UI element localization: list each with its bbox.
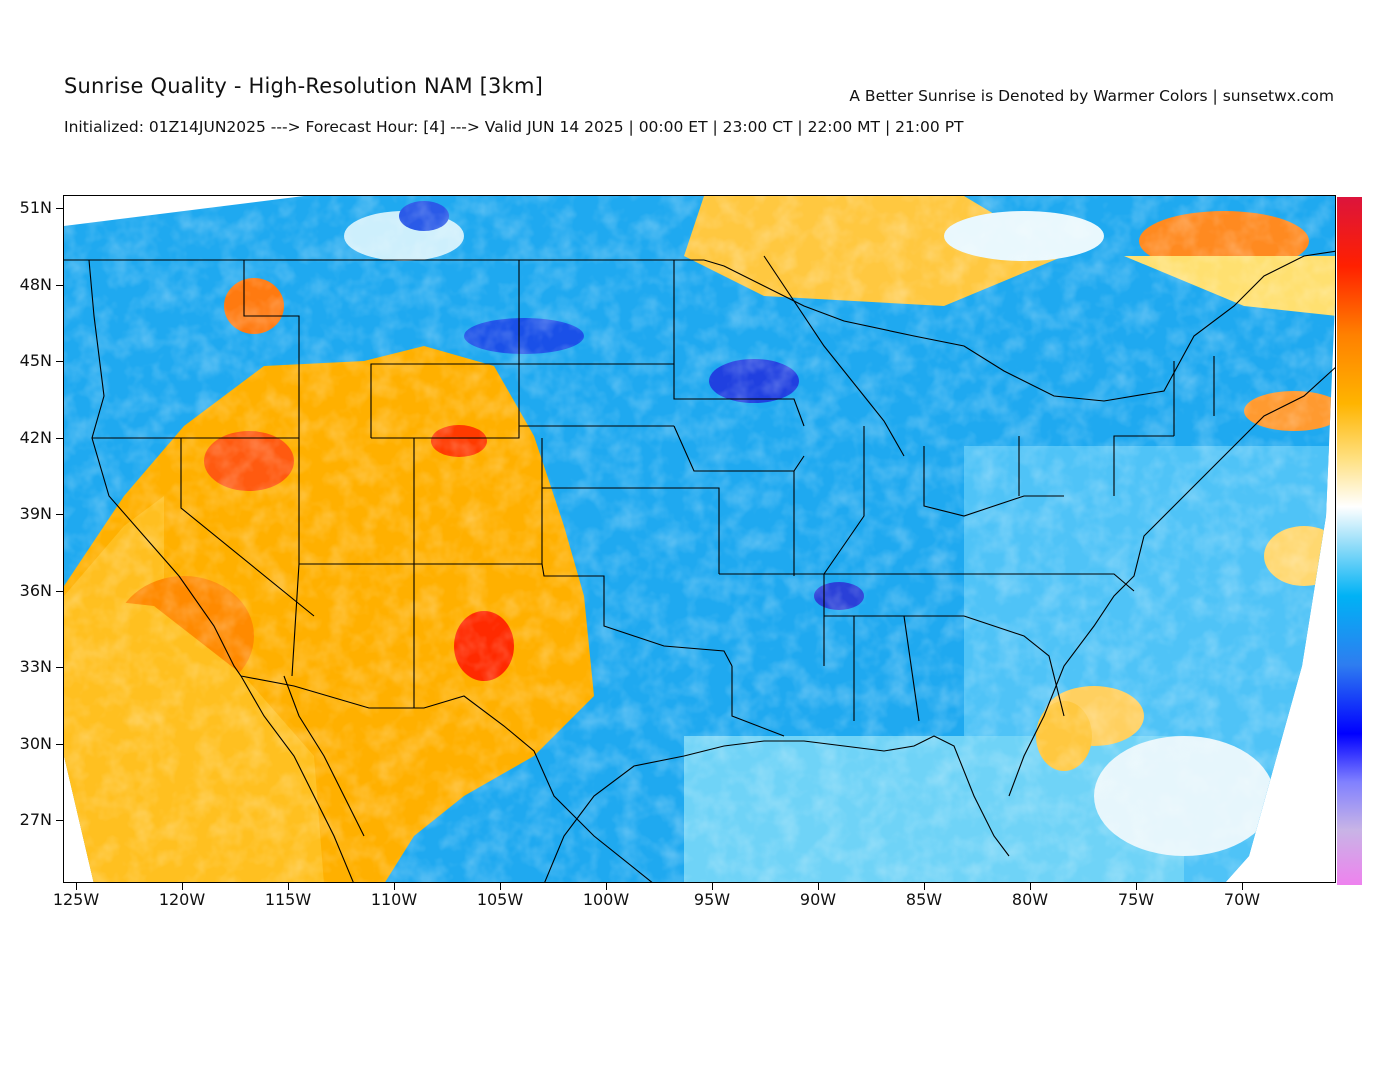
- lon-tick-label: 95W: [693, 890, 731, 909]
- lat-tick-mark: [56, 667, 63, 669]
- lat-tick-label: 51N: [19, 198, 52, 217]
- lat-tick-mark: [56, 820, 63, 822]
- chart-subtitle-right: A Better Sunrise is Denoted by Warmer Co…: [849, 87, 1334, 105]
- lon-tick-mark: [606, 883, 608, 890]
- lon-tick-label: 115W: [264, 890, 312, 909]
- lon-tick-label: 80W: [1011, 890, 1049, 909]
- lon-tick-mark: [818, 883, 820, 890]
- lon-tick-mark: [288, 883, 290, 890]
- map-frame: [63, 195, 1336, 883]
- lat-tick-mark: [56, 284, 63, 286]
- lon-tick-mark: [1242, 883, 1244, 890]
- lon-tick-mark: [924, 883, 926, 890]
- colorbar: [1337, 197, 1362, 885]
- lon-tick-mark: [500, 883, 502, 890]
- lon-tick-label: 110W: [370, 890, 418, 909]
- lon-tick-label: 105W: [476, 890, 524, 909]
- lon-tick-mark: [76, 883, 78, 890]
- lat-tick-label: 33N: [19, 657, 52, 676]
- lon-tick-mark: [712, 883, 714, 890]
- initialization-line: Initialized: 01Z14JUN2025 ---> Forecast …: [64, 118, 964, 136]
- coastlines: [88, 255, 1335, 882]
- lat-tick-label: 39N: [19, 504, 52, 523]
- lat-tick-label: 27N: [19, 810, 52, 829]
- lat-tick-mark: [56, 743, 63, 745]
- lat-tick-label: 30N: [19, 733, 52, 753]
- lon-tick-label: 125W: [52, 890, 100, 909]
- lat-tick-mark: [56, 514, 63, 516]
- chart-title: Sunrise Quality - High-Resolution NAM [3…: [64, 74, 543, 98]
- lat-tick-mark: [56, 208, 63, 210]
- lon-tick-label: 100W: [582, 890, 630, 909]
- lat-tick-mark: [56, 361, 63, 363]
- lon-tick-mark: [1136, 883, 1138, 890]
- lon-tick-mark: [182, 883, 184, 890]
- lat-tick-mark: [56, 437, 63, 439]
- lon-tick-mark: [1030, 883, 1032, 890]
- lat-tick-label: 45N: [19, 351, 52, 370]
- forecast-map: [64, 196, 1335, 882]
- forecast-field: [64, 196, 1335, 882]
- lat-tick-label: 36N: [19, 580, 52, 600]
- lon-tick-label: 120W: [158, 890, 206, 909]
- lat-tick-label: 42N: [19, 427, 52, 447]
- lat-tick-label: 48N: [19, 274, 52, 294]
- lon-tick-mark: [394, 883, 396, 890]
- borders: [64, 250, 1335, 882]
- lon-tick-label: 70W: [1223, 890, 1261, 909]
- lat-tick-mark: [56, 590, 63, 592]
- lon-tick-label: 85W: [905, 890, 943, 909]
- lon-tick-label: 75W: [1117, 890, 1155, 909]
- lon-tick-label: 90W: [799, 890, 837, 909]
